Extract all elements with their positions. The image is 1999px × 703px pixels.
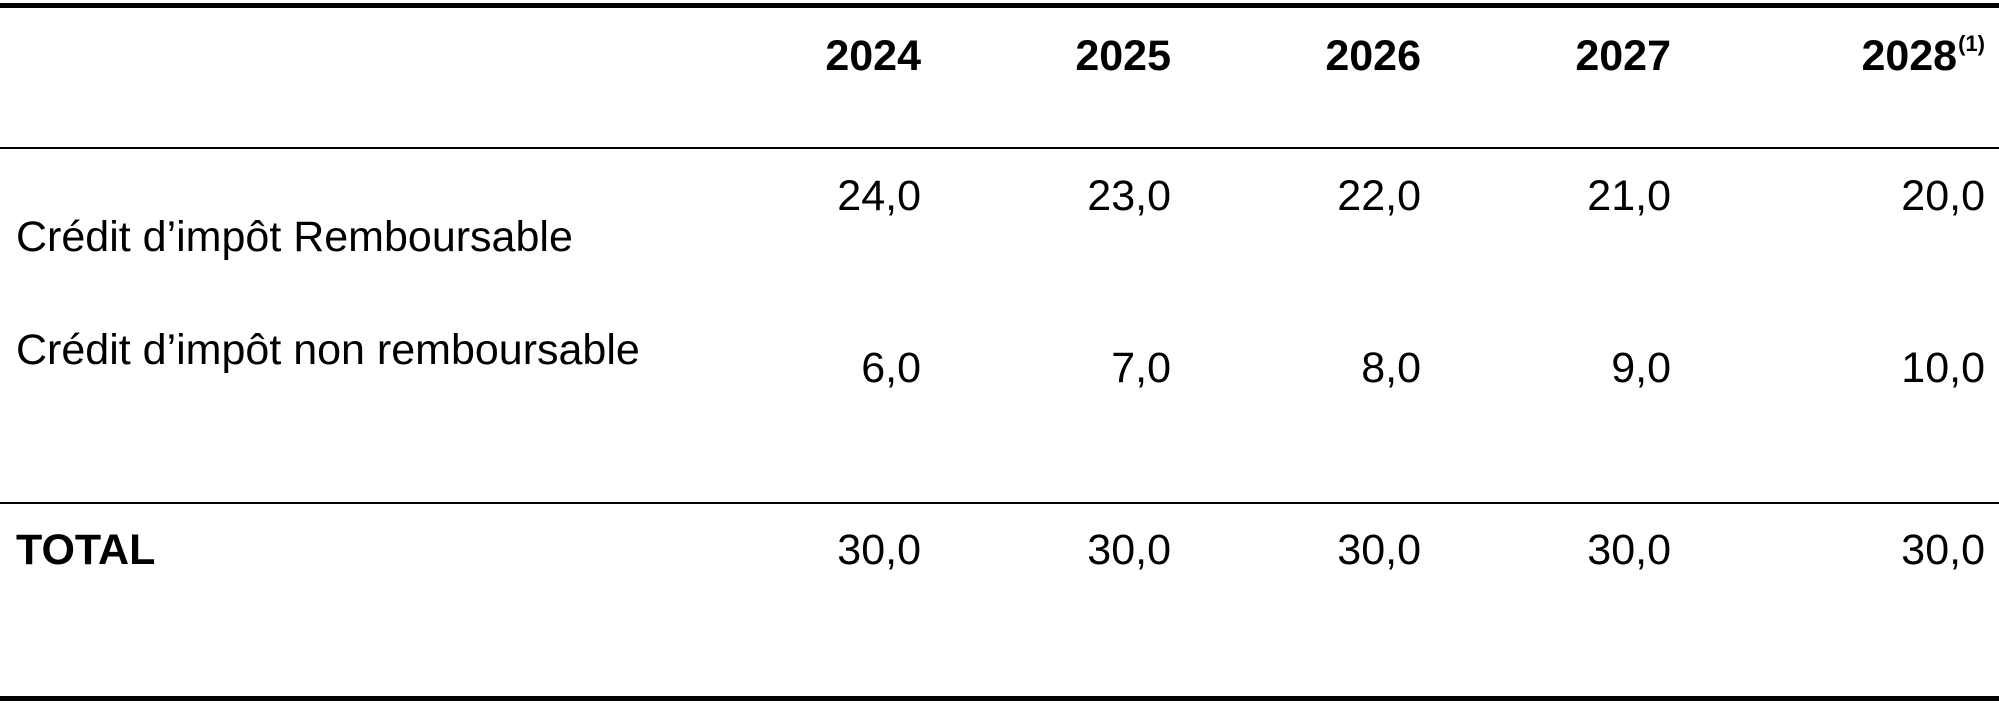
header-year-2026: 2026 (1325, 32, 1421, 80)
total-cell: 30,0 (837, 526, 921, 574)
total-cell: 30,0 (1901, 526, 1985, 574)
table-cell: 22,0 (1337, 172, 1421, 220)
table-bottom-border (0, 696, 1999, 701)
total-cell: 30,0 (1337, 526, 1421, 574)
row-label-non-refundable-credit: Crédit d’impôt non remboursable (16, 326, 640, 374)
table-cell: 10,0 (1901, 344, 1985, 392)
table-cell: 6,0 (861, 344, 921, 392)
header-year-2028: 2028(1) (1785, 31, 1985, 81)
total-divider (0, 502, 1999, 504)
header-divider (0, 147, 1999, 149)
footnote-marker: (1) (1958, 30, 1985, 56)
table-cell: 9,0 (1611, 344, 1671, 392)
table-cell: 24,0 (837, 172, 921, 220)
total-cell: 30,0 (1587, 526, 1671, 574)
header-year-2027: 2027 (1575, 32, 1671, 80)
header-year-2025: 2025 (1075, 32, 1171, 80)
table-cell: 23,0 (1087, 172, 1171, 220)
table-cell: 8,0 (1361, 344, 1421, 392)
header-year-2028-text: 2028 (1861, 32, 1958, 80)
table-top-border (0, 3, 1999, 8)
header-year-2024: 2024 (825, 32, 921, 80)
table-cell: 20,0 (1901, 172, 1985, 220)
table-cell: 21,0 (1587, 172, 1671, 220)
total-label: TOTAL (16, 526, 156, 574)
table-cell: 7,0 (1111, 344, 1171, 392)
total-cell: 30,0 (1087, 526, 1171, 574)
row-label-refundable-credit: Crédit d’impôt Remboursable (16, 213, 573, 261)
